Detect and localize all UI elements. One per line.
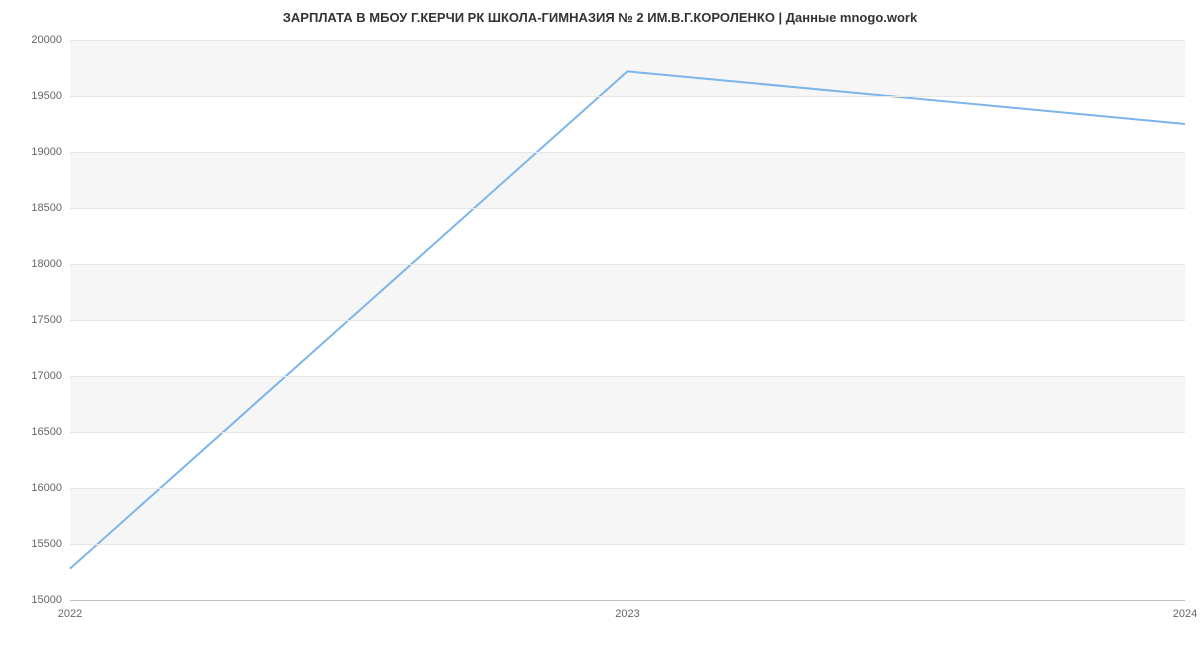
gridline [70,376,1185,377]
y-tick-label: 19500 [31,90,70,102]
y-tick-label: 17500 [31,314,70,326]
gridline [70,544,1185,545]
gridline [70,432,1185,433]
y-tick-label: 15500 [31,538,70,550]
x-tick-label: 2023 [615,600,639,620]
y-tick-label: 16000 [31,482,70,494]
gridline [70,152,1185,153]
gridline [70,208,1185,209]
y-tick-label: 18500 [31,202,70,214]
gridline [70,264,1185,265]
gridline [70,40,1185,41]
y-tick-label: 17000 [31,370,70,382]
y-tick-label: 18000 [31,258,70,270]
plot-area: 1500015500160001650017000175001800018500… [70,40,1185,600]
chart-title: ЗАРПЛАТА В МБОУ Г.КЕРЧИ РК ШКОЛА-ГИМНАЗИ… [0,0,1200,30]
gridline [70,488,1185,489]
gridline [70,96,1185,97]
y-tick-label: 20000 [31,34,70,46]
y-tick-label: 16500 [31,426,70,438]
y-tick-label: 19000 [31,146,70,158]
x-tick-label: 2022 [58,600,82,620]
chart-container: ЗАРПЛАТА В МБОУ Г.КЕРЧИ РК ШКОЛА-ГИМНАЗИ… [0,0,1200,650]
x-tick-label: 2024 [1173,600,1197,620]
gridline [70,320,1185,321]
